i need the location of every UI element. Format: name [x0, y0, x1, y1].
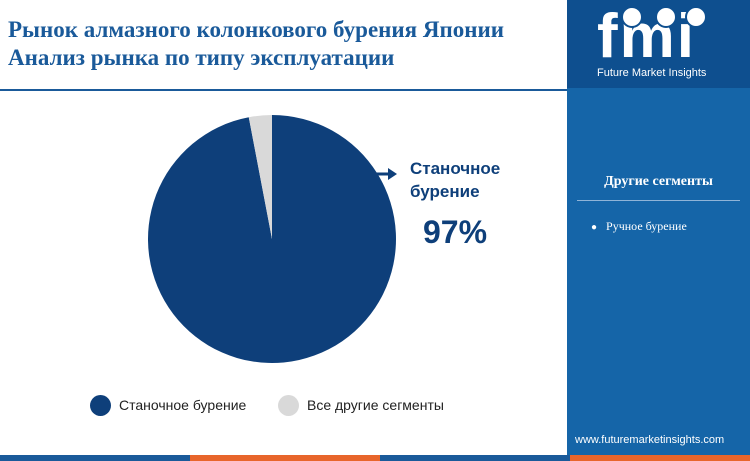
legend-label-other: Все другие сегменты	[307, 397, 444, 413]
callout-arrow	[374, 168, 397, 180]
pie-chart	[148, 115, 397, 363]
callout-label-line-1: Станочное	[410, 159, 501, 178]
website-url: www.futuremarketinsights.com	[575, 434, 725, 446]
callout-percentage: 97%	[423, 214, 488, 250]
callout-label: Станочное бурение	[410, 157, 500, 203]
globe-icon	[685, 6, 707, 28]
pie-slices	[148, 115, 397, 363]
legend-swatch-primary	[90, 394, 111, 416]
title-divider	[0, 89, 567, 91]
bottom-bar-segment	[0, 455, 190, 461]
bottom-color-bar	[0, 455, 750, 461]
bottom-bar-segment	[380, 455, 570, 461]
segment-item-label: Ручное бурение	[606, 219, 687, 233]
fmi-logo: fmi Future Market Insights	[567, 0, 750, 88]
segment-item: ● Ручное бурение	[591, 219, 687, 234]
bullet-icon: ●	[591, 222, 598, 233]
chart-title: Рынок алмазного колонкового бурения Япон…	[8, 16, 560, 72]
callout-label-line-2: бурение	[410, 182, 480, 201]
logo-subtitle: Future Market Insights	[597, 67, 707, 79]
chart-title-line-1: Рынок алмазного колонкового бурения Япон…	[8, 17, 504, 42]
legend-label-primary: Станочное бурение	[119, 397, 247, 413]
bottom-bar-segment	[570, 455, 750, 461]
segments-divider	[577, 200, 740, 201]
legend-swatch-other	[278, 394, 299, 416]
pie-slice-other	[248, 115, 272, 239]
legend-item-other: Все другие сегменты	[278, 394, 444, 416]
logo-letters: fmi	[597, 2, 696, 71]
globe-icon	[655, 6, 677, 28]
bottom-bar-segment	[190, 455, 380, 461]
legend-item-primary: Станочное бурение	[90, 394, 246, 416]
chart-title-line-2: Анализ рынка по типу эксплуатации	[8, 45, 395, 70]
sidebar: fmi Future Market Insights Другие сегмен…	[567, 0, 750, 455]
other-segments-title: Другие сегменты	[604, 174, 713, 189]
pie-slice-primary	[148, 115, 397, 363]
globe-icon	[621, 6, 643, 28]
